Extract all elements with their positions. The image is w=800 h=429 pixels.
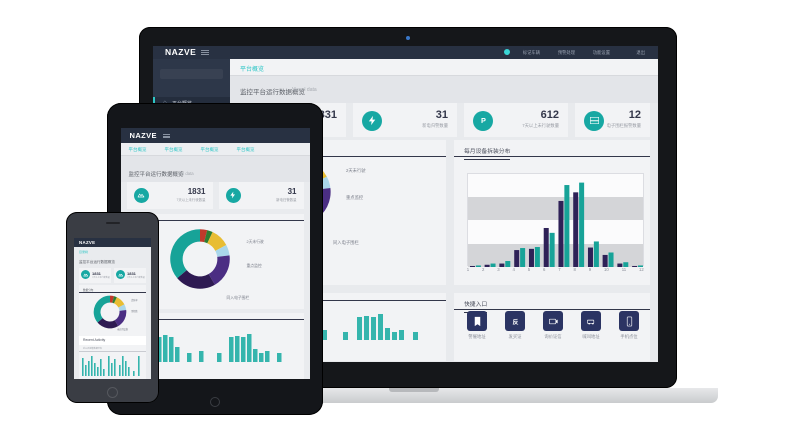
svg-text:反: 反 xyxy=(512,318,518,326)
svg-text:P: P xyxy=(481,116,486,125)
